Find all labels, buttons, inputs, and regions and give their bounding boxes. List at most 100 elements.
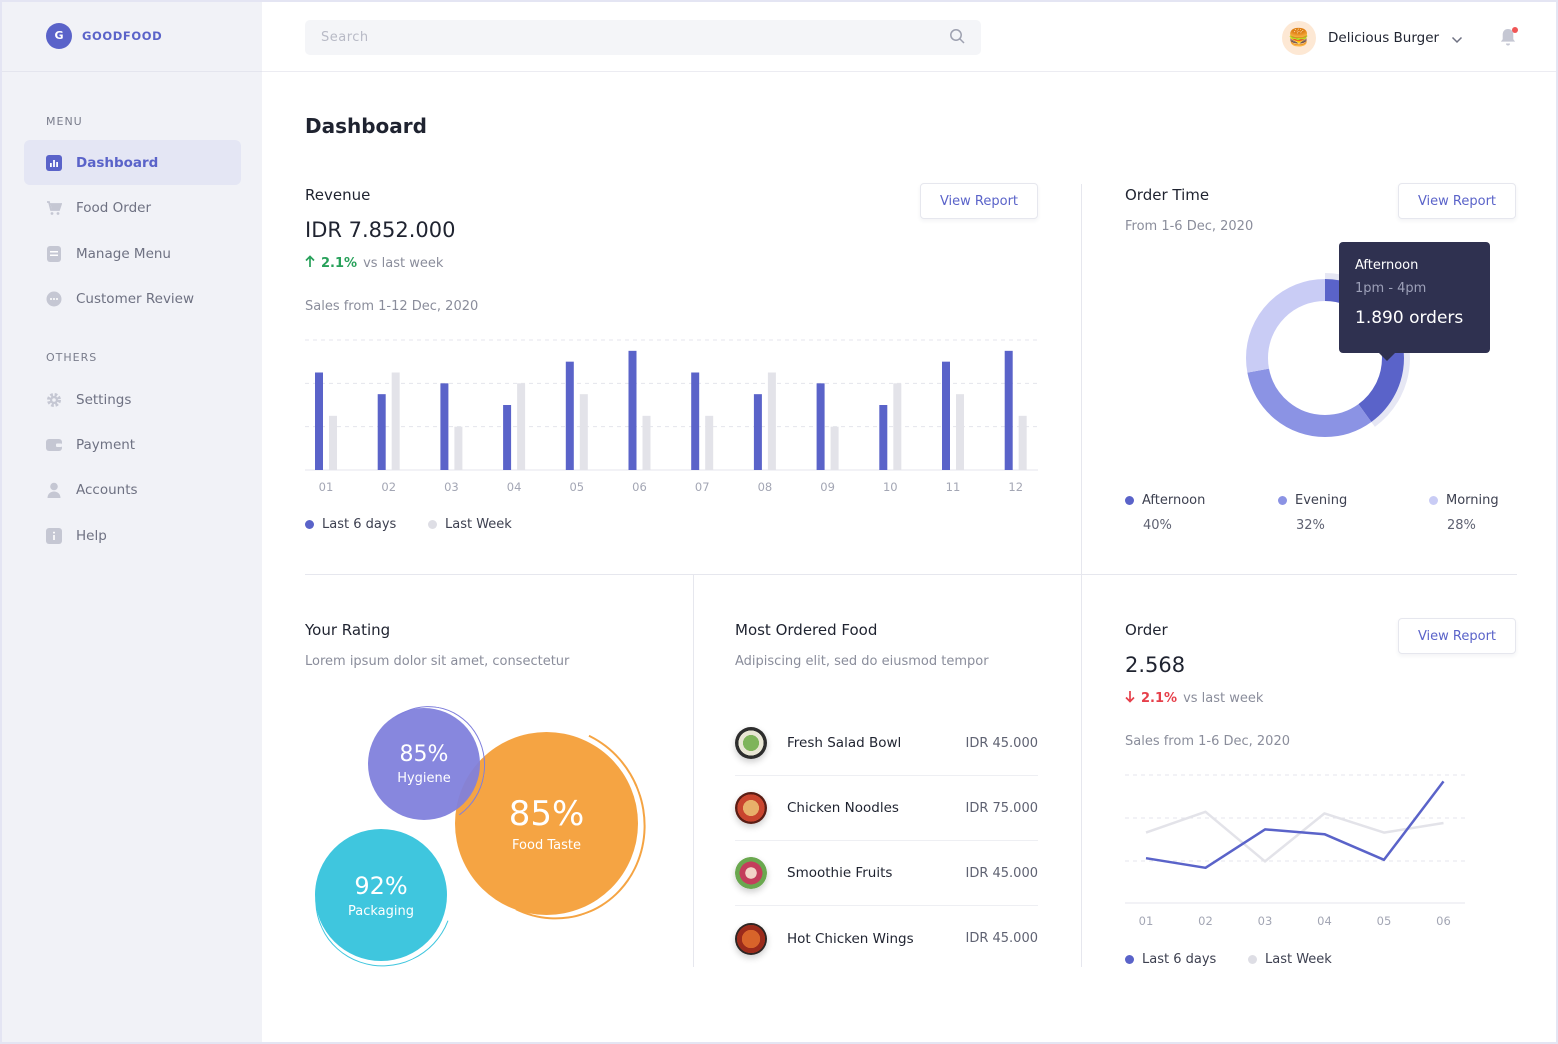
food-list-item[interactable]: Smoothie Fruits IDR 45.000	[735, 841, 1038, 906]
bar	[816, 383, 825, 470]
food-list-item[interactable]: Chicken Noodles IDR 75.000	[735, 776, 1038, 841]
order-time-view-report-button[interactable]: View Report	[1398, 183, 1516, 219]
bar	[642, 415, 651, 470]
divider	[305, 574, 1517, 575]
x-tick-label: 02	[381, 480, 396, 494]
food-price: IDR 45.000	[965, 931, 1039, 946]
search-bar[interactable]	[305, 20, 981, 55]
revenue-view-report-button[interactable]: View Report	[920, 183, 1038, 219]
user-menu[interactable]: 🍔 Delicious Burger	[1282, 20, 1463, 56]
bar	[440, 383, 449, 470]
sidebar-item-food-order[interactable]: Food Order	[24, 185, 241, 230]
legend-pct: 28%	[1447, 518, 1476, 533]
bar	[579, 394, 588, 470]
legend-label: Last 6 days	[1142, 952, 1217, 967]
revenue-sales-period: Sales from 1-12 Dec, 2020	[305, 299, 479, 314]
food-taste-bubble: 85% Food Taste	[455, 732, 638, 915]
most-ordered-subtitle: Adipiscing elit, sed do eiusmod tempor	[735, 654, 989, 669]
food-list-item[interactable]: Fresh Salad Bowl IDR 45.000	[735, 711, 1038, 776]
divider	[1081, 184, 1082, 574]
x-tick-label: 10	[883, 480, 898, 494]
sidebar-item-label: Help	[76, 527, 107, 544]
bell-icon	[1500, 29, 1516, 51]
sidebar-item-help[interactable]: Help	[24, 513, 241, 558]
order-sales-period: Sales from 1-6 Dec, 2020	[1125, 734, 1290, 749]
order-time-title: Order Time	[1125, 186, 1210, 204]
sidebar-item-accounts[interactable]: Accounts	[24, 467, 241, 512]
smoothie-image	[735, 857, 767, 889]
sidebar-item-manage-menu[interactable]: Manage Menu	[24, 231, 241, 276]
x-tick-label: 05	[569, 480, 584, 494]
hygiene-label: Hygiene	[397, 771, 451, 786]
bar	[879, 405, 888, 470]
brand-name: GOODFOOD	[82, 28, 163, 43]
arrow-up-icon	[305, 255, 315, 272]
search-icon[interactable]	[949, 28, 965, 48]
legend-dot	[1248, 955, 1257, 964]
x-tick-label: 04	[507, 480, 522, 494]
rating-subtitle: Lorem ipsum dolor sit amet, consectetur	[305, 654, 570, 669]
order-time-legend-afternoon: Afternoon 40%	[1125, 493, 1205, 533]
order-title: Order	[1125, 621, 1168, 639]
food-name: Hot Chicken Wings	[787, 930, 914, 947]
notification-button[interactable]	[1500, 27, 1518, 51]
revenue-title: Revenue	[305, 186, 371, 204]
legend-pct: 40%	[1143, 518, 1172, 533]
order-legend-current: Last 6 days	[1125, 952, 1216, 967]
donut-segment	[1246, 279, 1404, 437]
series-line	[1145, 780, 1445, 870]
chicken-wings-image	[735, 922, 767, 955]
chevron-down-icon	[1451, 29, 1463, 48]
revenue-delta-text: vs last week	[363, 256, 444, 271]
bar	[830, 426, 839, 470]
food-price: IDR 45.000	[965, 865, 1039, 881]
sidebar-item-settings[interactable]: Settings	[24, 377, 241, 422]
x-tick-label: 02	[1198, 914, 1213, 928]
bar	[753, 394, 762, 470]
wallet-icon	[46, 437, 62, 453]
bar	[705, 415, 714, 470]
info-icon	[46, 527, 62, 544]
legend-label: Last Week	[445, 517, 512, 532]
page-title: Dashboard	[305, 114, 427, 138]
donut-tooltip: Afternoon 1pm - 4pm 1.890 orders	[1339, 242, 1490, 361]
bar	[503, 405, 512, 470]
sidebar-item-dashboard[interactable]: Dashboard	[24, 140, 241, 185]
x-tick-label: 08	[758, 480, 773, 494]
x-tick-label: 05	[1377, 914, 1392, 928]
sidebar-item-label: Payment	[76, 436, 136, 453]
packaging-bubble: 92% Packaging	[315, 829, 447, 961]
order-count: 2.568	[1125, 653, 1186, 677]
arrow-down-icon	[1125, 690, 1135, 707]
food-name: Fresh Salad Bowl	[787, 735, 902, 751]
brand[interactable]: G GOODFOOD	[0, 0, 262, 72]
avatar: 🍔	[1282, 21, 1316, 55]
legend-label: Last Week	[1265, 952, 1332, 967]
order-time-period: From 1-6 Dec, 2020	[1125, 219, 1254, 234]
legend-dot	[1125, 496, 1134, 505]
revenue-bar-chart: 01 02 03 04 05 06 07 08 09 10 11 12	[305, 339, 1038, 494]
sidebar-item-customer-review[interactable]: Customer Review	[24, 276, 241, 321]
bar	[1018, 415, 1027, 470]
x-tick-label: 12	[1008, 480, 1023, 494]
menu-section-label: MENU	[46, 115, 83, 128]
order-time-legend-morning: Morning 28%	[1429, 493, 1499, 533]
x-tick-label: 11	[946, 480, 961, 494]
document-icon	[46, 245, 62, 262]
bar	[767, 372, 776, 470]
brand-logo: G	[46, 22, 72, 49]
bar	[565, 361, 574, 470]
bar-chart-icon	[46, 154, 62, 171]
sidebar-item-label: Food Order	[76, 199, 152, 216]
sidebar-item-payment[interactable]: Payment	[24, 422, 241, 467]
bar	[329, 415, 337, 470]
order-view-report-button[interactable]: View Report	[1398, 618, 1516, 654]
x-tick-label: 07	[695, 480, 710, 494]
food-list-item[interactable]: Hot Chicken Wings IDR 45.000	[735, 906, 1038, 971]
food-taste-label: Food Taste	[512, 838, 581, 853]
user-icon	[46, 482, 62, 498]
search-input[interactable]	[321, 30, 949, 45]
food-taste-value: 85%	[508, 794, 585, 834]
sidebar-item-label: Customer Review	[76, 290, 195, 307]
divider	[1081, 575, 1082, 967]
